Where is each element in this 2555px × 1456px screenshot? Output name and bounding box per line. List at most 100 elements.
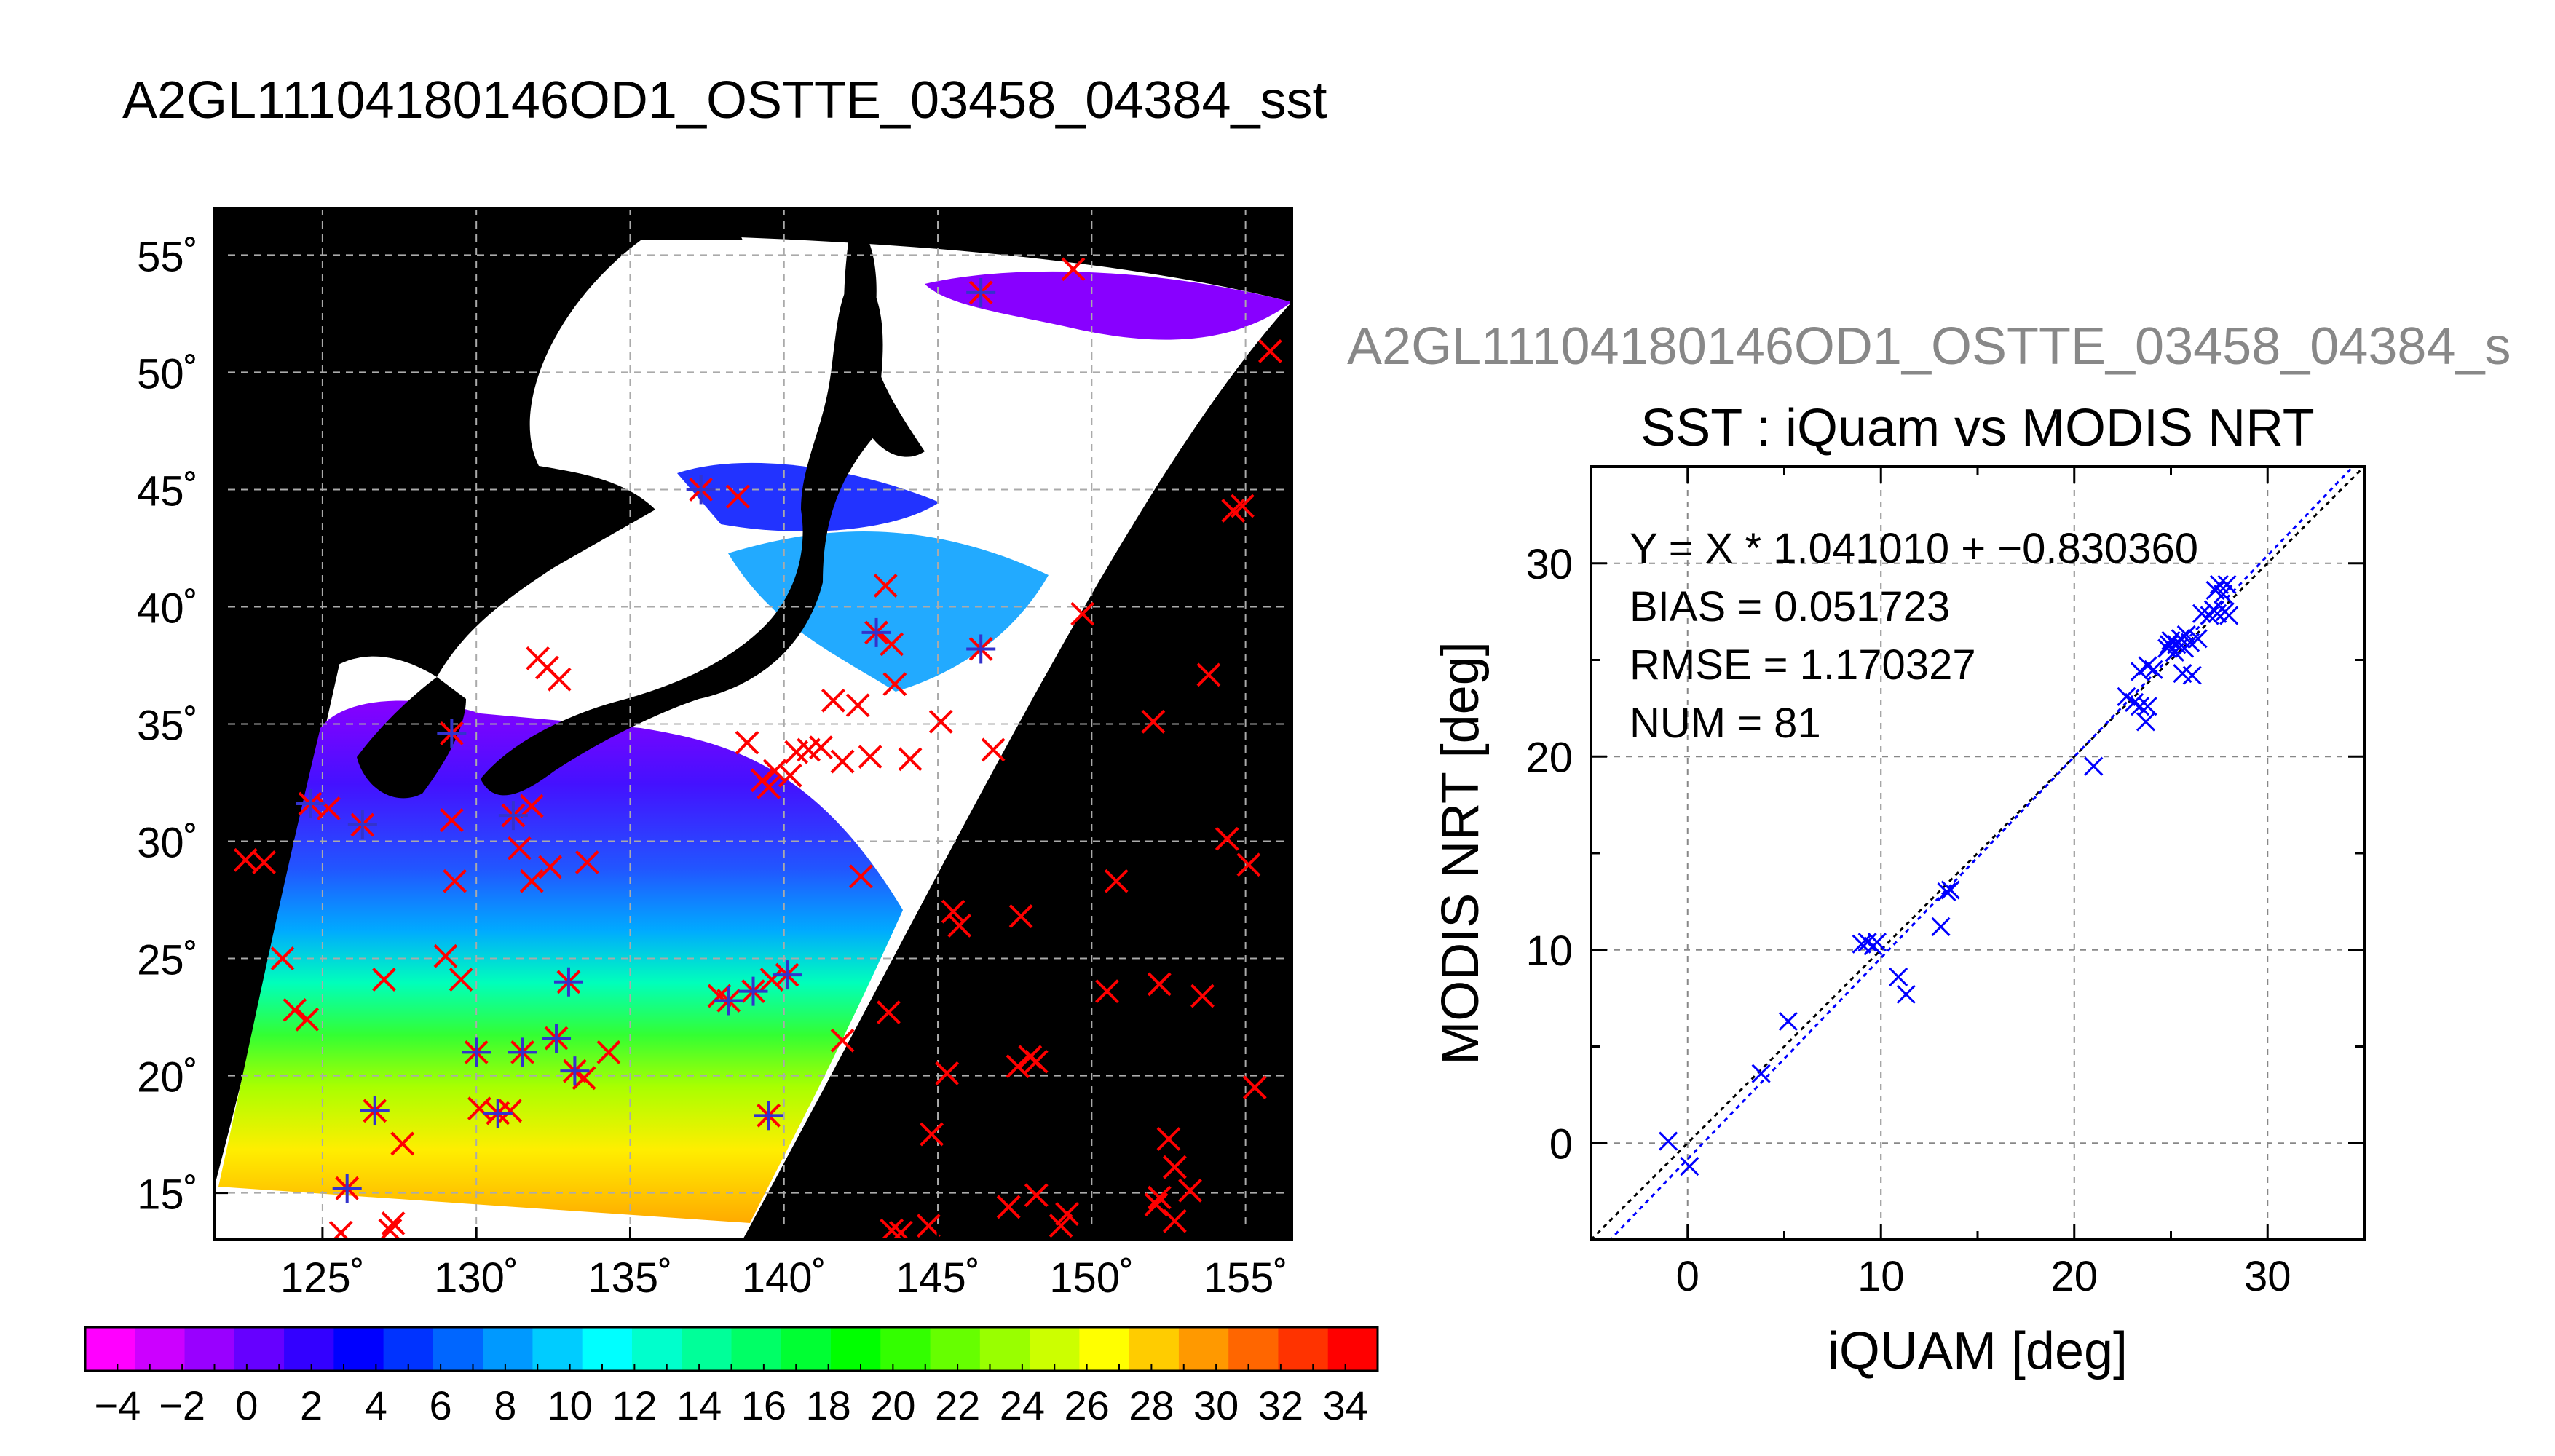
map-matched-marker [754, 1101, 783, 1131]
scatter-point [2217, 574, 2237, 595]
map-lat-tick-label: 30˚ [137, 820, 198, 867]
scatter-point [2208, 604, 2227, 623]
map-lon-tick-label: 145˚ [896, 1254, 980, 1302]
map-marker [378, 1218, 403, 1240]
map-marker [1008, 904, 1033, 928]
colorbar-label: 8 [494, 1382, 516, 1428]
fit-line [1608, 467, 2355, 1240]
map-marker [830, 749, 855, 774]
map-marker [1196, 662, 1221, 687]
map-marker [252, 850, 277, 874]
scatter-gridlines [1591, 467, 2364, 1240]
colorbar-swatch [1278, 1327, 1329, 1371]
scatter-point [2188, 629, 2208, 649]
colorbar-swatch [781, 1327, 832, 1371]
map-lon-tick-label: 155˚ [1204, 1254, 1288, 1302]
colorbar-swatch [880, 1327, 931, 1371]
map-lat-tick-label: 20˚ [137, 1054, 198, 1101]
colorbar-swatch [930, 1327, 981, 1371]
map-lon-tick-label: 135˚ [588, 1254, 672, 1302]
scatter-point [1896, 984, 1916, 1004]
map-markers [233, 257, 1282, 1240]
map-marker [467, 1096, 491, 1121]
scatter-point [2219, 606, 2239, 625]
map-marker [809, 735, 833, 760]
map-marker [941, 899, 965, 924]
map-marker [596, 1040, 621, 1064]
scatter-point [2136, 712, 2156, 732]
map-marker [1024, 1183, 1049, 1208]
map-marker [1178, 1178, 1202, 1203]
stats-fit-equation: Y = X * 1.041010 + −0.830360 [1630, 525, 2198, 572]
map-matched-marker [553, 967, 583, 997]
colorbar-label: 14 [676, 1382, 722, 1428]
map-matched-marker [966, 277, 996, 307]
map-marker [1163, 1155, 1187, 1179]
scatter-y-label: MODIS NRT [deg] [1431, 641, 1490, 1065]
map-matched-marker [347, 810, 377, 839]
map-matched-marker [542, 1024, 572, 1053]
map-lon-tick-label: 130˚ [434, 1254, 518, 1302]
scatter-point [1852, 934, 1871, 954]
colorbar-swatch [532, 1327, 583, 1371]
colorbar-label: 10 [547, 1382, 592, 1428]
scatter-point [1937, 882, 1956, 902]
colorbar-swatch [631, 1327, 682, 1371]
scatter-point [2138, 697, 2157, 716]
scatter-x-label: iQUAM [deg] [1828, 1322, 2128, 1380]
map-marker [778, 763, 802, 788]
colorbar-swatch [135, 1327, 186, 1371]
colorbar-label: −2 [159, 1382, 205, 1428]
scatter-point [1889, 967, 1908, 986]
colorbar-swatch [682, 1327, 732, 1371]
colorbar-label: 4 [365, 1382, 387, 1428]
scatter-point [2200, 606, 2219, 625]
scatter-point [2171, 629, 2190, 649]
scatter-x-tick-label: 10 [1857, 1253, 1905, 1300]
map-marker [735, 730, 759, 755]
map-marker [295, 1007, 320, 1032]
colorbar-label: 26 [1064, 1382, 1109, 1428]
map-marker [935, 1061, 960, 1085]
scatter-point [2165, 642, 2184, 662]
scatter-point [2176, 625, 2196, 645]
map-marker [433, 943, 458, 968]
map-marker [1215, 826, 1239, 851]
map-marker [519, 869, 544, 893]
map-lon-tick-label: 125˚ [280, 1254, 365, 1302]
colorbar-swatch [85, 1327, 135, 1371]
colorbar-swatch [1079, 1327, 1130, 1371]
map-marker [443, 869, 467, 893]
map-lat-tick-label: 40˚ [137, 585, 198, 632]
colorbar-swatch [234, 1327, 285, 1371]
map-marker [1061, 257, 1086, 282]
stats-box: Y = X * 1.041010 + −0.830360 BIAS = 0.05… [1630, 525, 2198, 747]
map-marker [873, 574, 898, 598]
scatter-point [1680, 1157, 1699, 1176]
scatter-point [2124, 692, 2144, 712]
scatter-point [2214, 585, 2233, 604]
colorbar-label: −4 [94, 1382, 141, 1428]
map-marker [916, 1214, 941, 1238]
map-marker [1147, 1185, 1172, 1210]
stats-num: NUM = 81 [1630, 700, 1821, 747]
map-marker [390, 1131, 415, 1156]
map-marker [1104, 869, 1129, 893]
map-marker [538, 855, 563, 879]
map-marker [498, 1099, 523, 1123]
colorbar-label: 28 [1129, 1382, 1174, 1428]
map-marker [981, 737, 1006, 762]
colorbar-swatch [831, 1327, 881, 1371]
map-lat-tick-label: 50˚ [137, 350, 198, 397]
colorbar-label: 20 [870, 1382, 915, 1428]
colorbar-swatch [483, 1327, 533, 1371]
scatter-point [2084, 756, 2104, 776]
colorbar-label: 18 [805, 1382, 850, 1428]
map-marker [880, 1218, 904, 1240]
identity-line [1591, 467, 2364, 1240]
map-marker [898, 747, 923, 772]
land-japan [481, 269, 883, 796]
scatter-point [1940, 880, 1960, 900]
map-matched-marker [332, 1174, 362, 1203]
